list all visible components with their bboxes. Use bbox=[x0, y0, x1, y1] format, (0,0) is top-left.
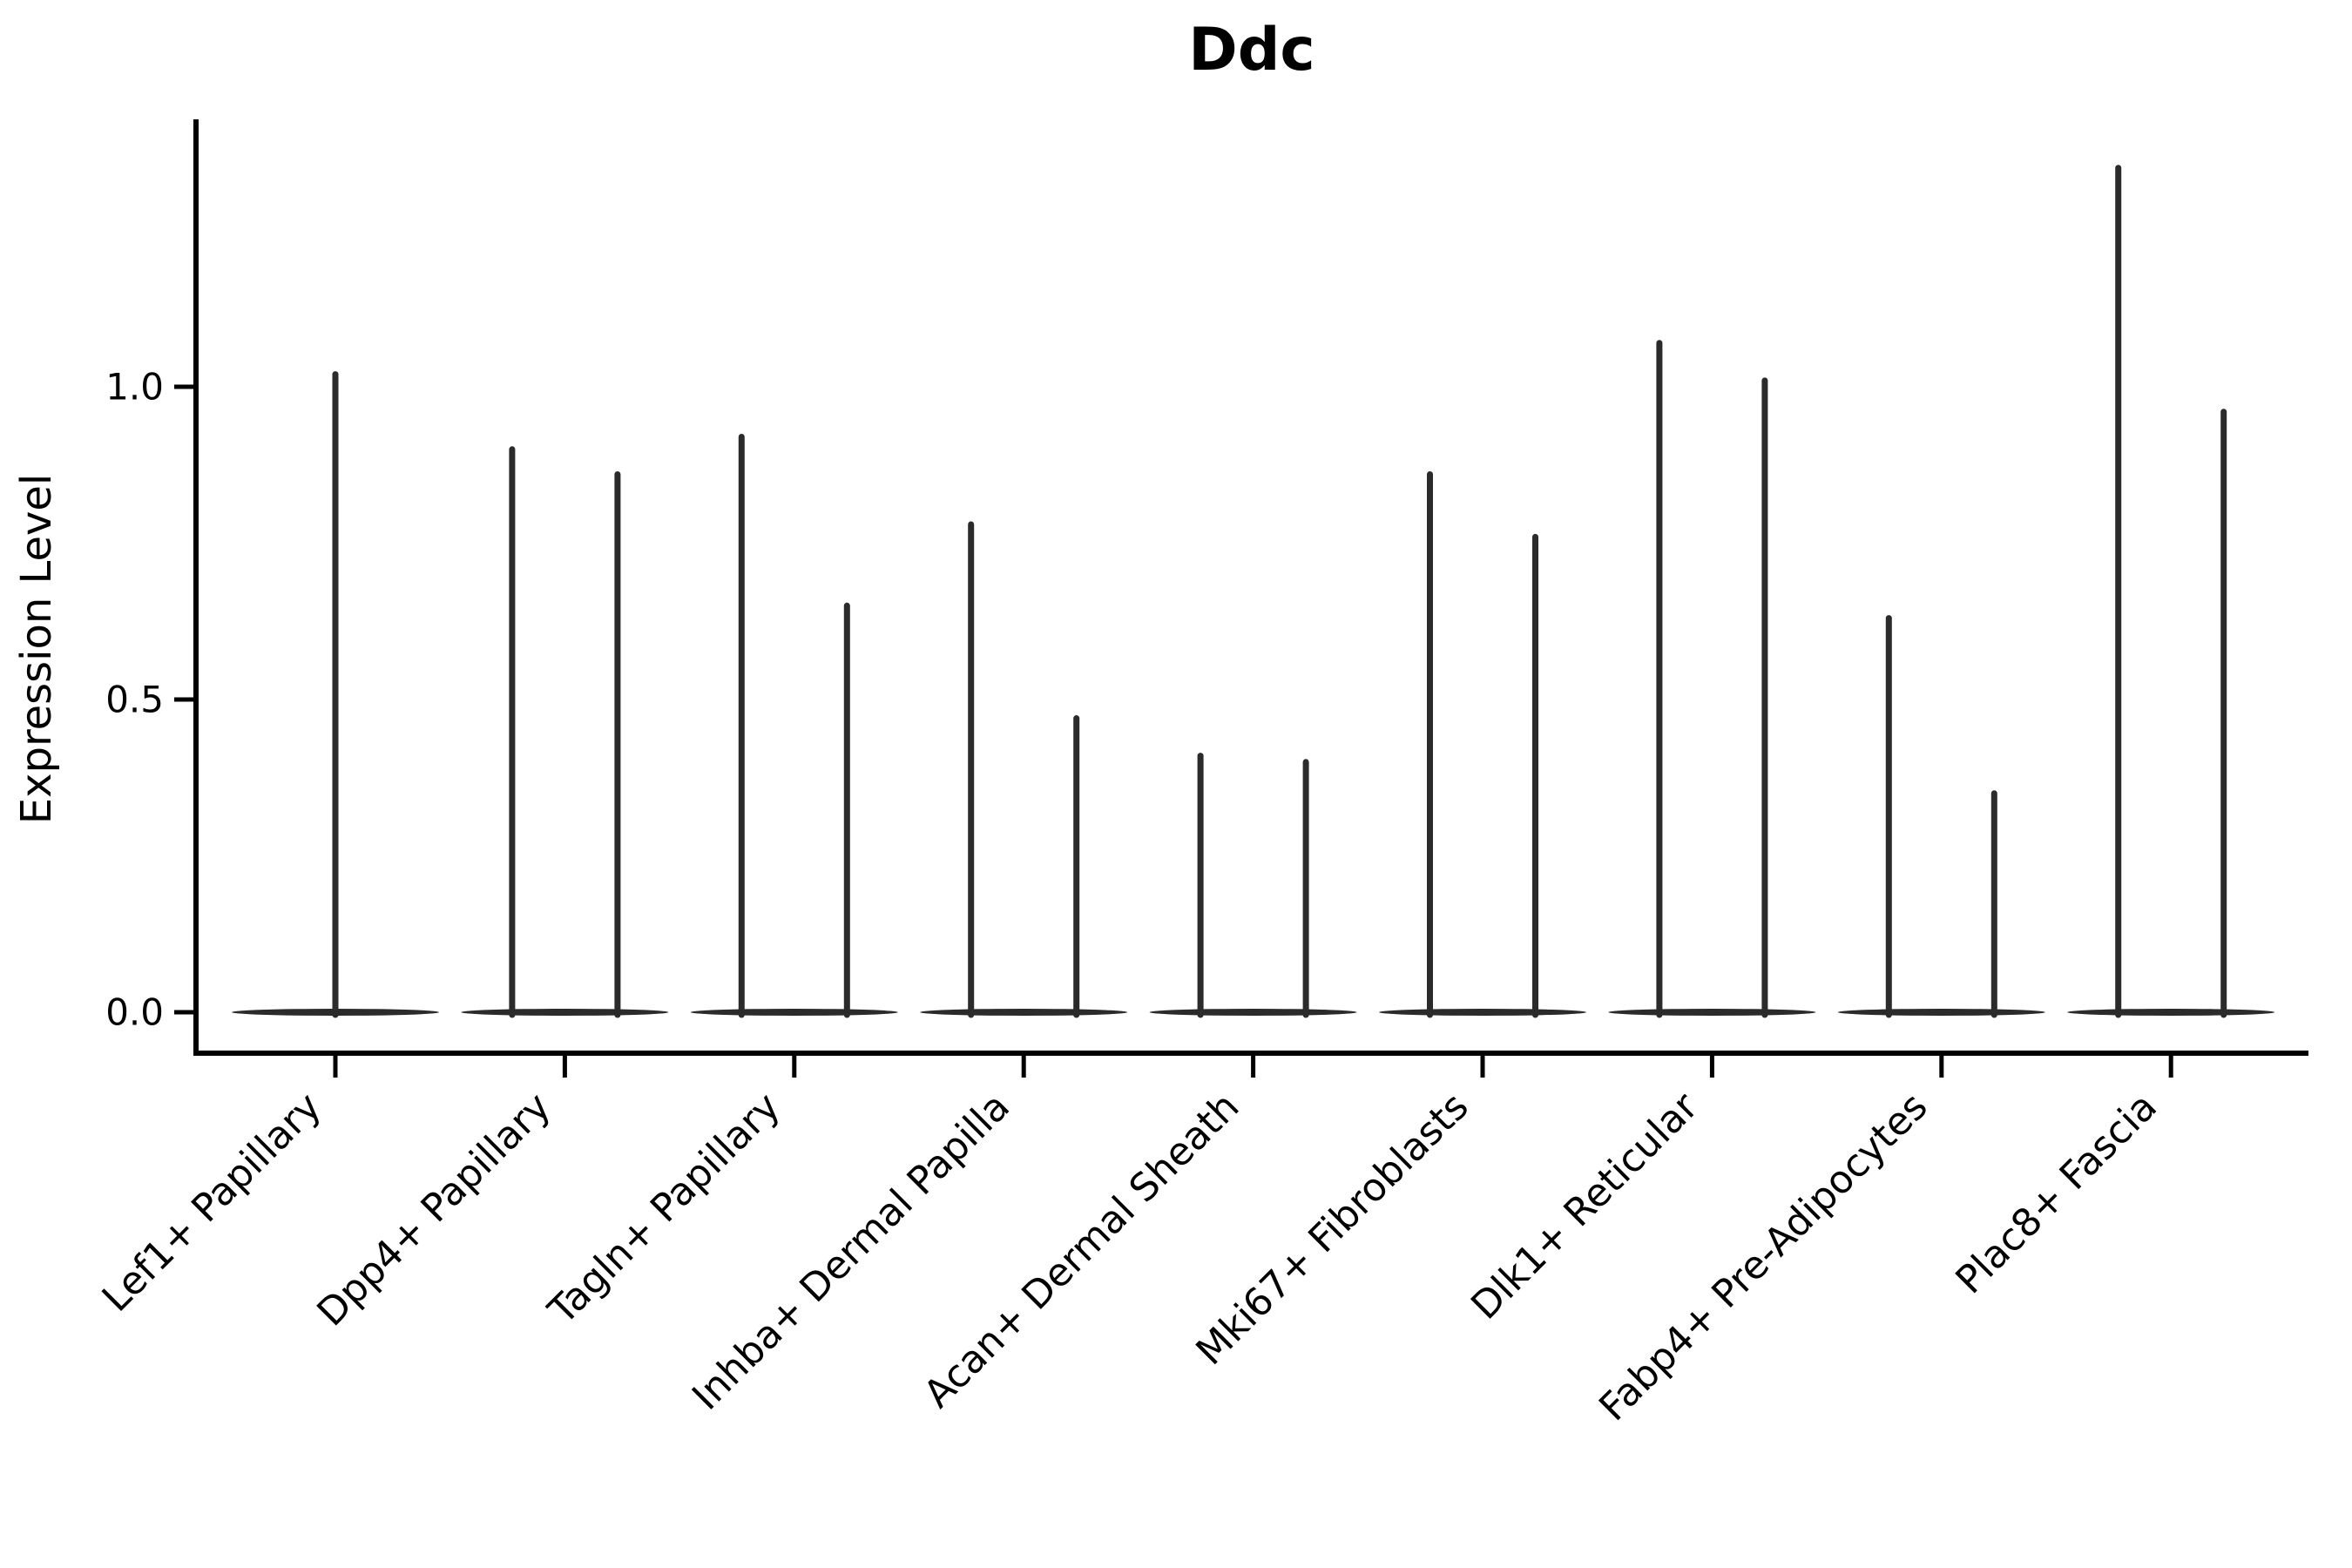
violin-baseline bbox=[1149, 1009, 1357, 1016]
violin-baseline bbox=[1608, 1009, 1816, 1016]
y-tick-label: 0.5 bbox=[105, 679, 164, 721]
violin-baseline bbox=[1837, 1009, 2045, 1016]
violins bbox=[232, 165, 2275, 1018]
x-tick-label: Dpp4+ Papillary bbox=[309, 1085, 560, 1335]
chart-title: Ddc bbox=[1188, 16, 1315, 84]
y-axis-label: Expression Level bbox=[12, 474, 61, 825]
violin-baseline bbox=[461, 1009, 669, 1016]
violin-baseline bbox=[690, 1009, 898, 1016]
violin-baseline bbox=[2067, 1009, 2275, 1016]
y-tick-label: 0.0 bbox=[105, 991, 164, 1034]
x-tick-label: Tagln+ Papillary bbox=[539, 1085, 788, 1334]
x-tick-label: Plac8+ Fascia bbox=[1947, 1085, 2166, 1303]
y-axis-ticks: 0.0 0.5 1.0 bbox=[105, 366, 196, 1034]
y-tick-label: 1.0 bbox=[105, 366, 164, 409]
violin-baseline bbox=[1379, 1009, 1586, 1016]
x-tick-label: Dlk1+ Reticular bbox=[1463, 1084, 1707, 1328]
x-tick-label: Lef1+ Papillary bbox=[94, 1085, 330, 1321]
violin-baseline bbox=[920, 1009, 1128, 1016]
